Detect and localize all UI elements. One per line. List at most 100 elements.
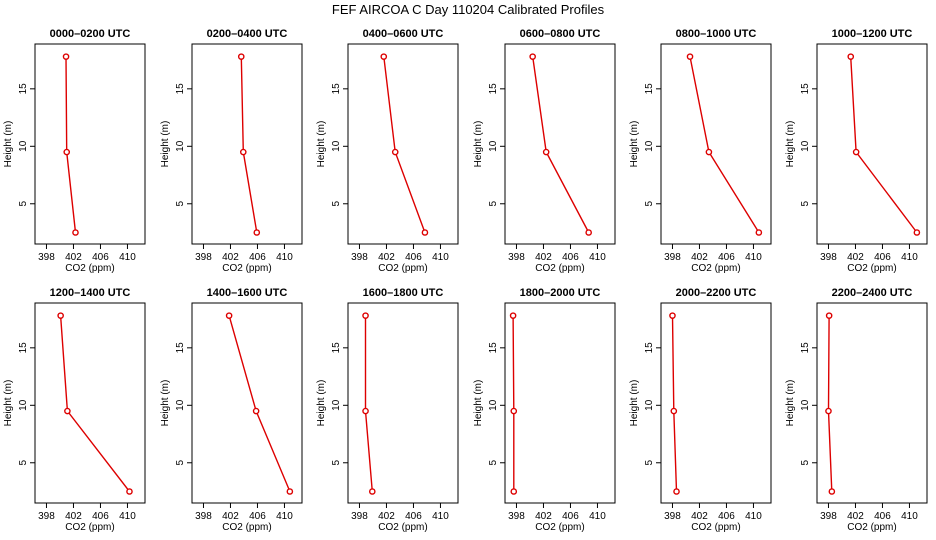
x-axis-label: CO2 (ppm): [847, 522, 896, 533]
x-tick-label: 402: [222, 511, 239, 522]
profile-panel: 1800–2000 UTC 398 402 406 410 5 10 15 CO2 (ppm) H…: [473, 287, 616, 533]
profile-line: [827, 315, 833, 492]
data-point: [529, 53, 536, 60]
x-tick-label: 406: [562, 511, 579, 522]
x-tick-label: 398: [820, 252, 837, 263]
panel-title: 1600–1800 UTC: [363, 287, 444, 299]
profile-panel: 0400–0600 UTC 398 402 406 410 5 10 15 CO2 (ppm) H…: [316, 28, 459, 274]
data-point: [57, 312, 64, 319]
plot-frame: [504, 302, 616, 504]
y-axis-label: Height (m): [473, 380, 484, 427]
x-tick-label: 398: [508, 252, 525, 263]
x-axis-label: CO2 (ppm): [222, 263, 271, 274]
x-tick-label: 398: [664, 511, 681, 522]
data-point: [380, 53, 388, 60]
y-axis-label: Height (m): [160, 121, 171, 168]
data-point: [585, 229, 592, 236]
profile-panel: 1000–1200 UTC 398 402 406 410 5 10 15 CO2 (ppm) H…: [785, 28, 928, 274]
x-tick-label: 406: [249, 511, 266, 522]
y-tick-label: 15: [331, 83, 342, 95]
panel-title: 1000–1200 UTC: [832, 28, 913, 40]
y-axis-label: Height (m): [160, 380, 171, 427]
y-tick-label: 5: [331, 201, 342, 207]
x-tick-label: 402: [378, 252, 395, 263]
y-tick-label: 15: [644, 342, 655, 354]
panel-title: 2000–2200 UTC: [676, 287, 757, 299]
data-point: [542, 148, 550, 156]
plot-frame: [191, 43, 303, 245]
x-tick-label: 410: [119, 511, 136, 522]
x-axis-label: CO2 (ppm): [535, 263, 584, 274]
panel-title: 0400–0600 UTC: [363, 28, 444, 40]
profile-line: [364, 315, 373, 492]
y-axis-label: Height (m): [473, 121, 484, 168]
y-tick-label: 5: [800, 201, 811, 207]
figure-title: FEF AIRCOA C Day 110204 Calibrated Profi…: [332, 2, 605, 17]
profile-panel: 2200–2400 UTC 398 402 406 410 5 10 15 CO2 (ppm) H…: [785, 287, 928, 533]
y-tick-label: 15: [644, 83, 655, 95]
y-tick-label: 10: [800, 399, 811, 411]
profile-panel: 1600–1800 UTC 398 402 406 410 5 10 15 CO2 (ppm) H…: [316, 287, 459, 533]
x-tick-label: 402: [222, 252, 239, 263]
profile-line: [59, 315, 131, 492]
data-point: [705, 148, 713, 156]
x-tick-label: 402: [691, 511, 708, 522]
data-point: [62, 53, 70, 60]
data-point: [237, 53, 245, 60]
panel-title: 1800–2000 UTC: [520, 287, 601, 299]
y-tick-label: 5: [800, 460, 811, 466]
y-tick-label: 10: [175, 140, 186, 152]
y-tick-label: 5: [331, 460, 342, 466]
profile-panel: 0800–1000 UTC 398 402 406 410 5 10 15 CO2 (ppm) H…: [629, 28, 772, 274]
y-tick-label: 5: [488, 460, 499, 466]
plot-frame: [347, 43, 459, 245]
data-point: [421, 229, 429, 236]
x-axis-label: CO2 (ppm): [378, 263, 427, 274]
data-point: [825, 407, 832, 415]
profile-line: [383, 56, 426, 233]
x-tick-label: 406: [874, 252, 891, 263]
data-point: [825, 312, 833, 319]
y-axis-label: Height (m): [3, 380, 14, 427]
plot-frame: [660, 43, 772, 245]
x-tick-label: 398: [351, 511, 368, 522]
plot-frame: [34, 302, 146, 504]
x-tick-label: 406: [405, 252, 422, 263]
x-tick-label: 410: [901, 252, 918, 263]
y-tick-label: 10: [331, 399, 342, 411]
y-tick-label: 15: [800, 342, 811, 354]
x-tick-label: 398: [38, 252, 55, 263]
x-tick-label: 402: [691, 252, 708, 263]
x-tick-label: 410: [432, 252, 449, 263]
data-point: [362, 407, 369, 415]
y-axis-label: Height (m): [629, 380, 640, 427]
y-tick-label: 10: [18, 399, 29, 411]
y-tick-label: 10: [644, 140, 655, 152]
data-point: [828, 488, 836, 495]
x-axis-label: CO2 (ppm): [847, 263, 896, 274]
data-point: [509, 312, 517, 319]
data-point: [510, 407, 518, 415]
x-tick-label: 398: [195, 511, 212, 522]
profile-line: [850, 56, 918, 233]
y-tick-label: 5: [488, 201, 499, 207]
profile-line: [671, 315, 678, 492]
data-point: [755, 229, 763, 236]
data-point: [510, 488, 518, 495]
y-tick-label: 5: [644, 460, 655, 466]
data-point: [673, 488, 680, 495]
x-tick-label: 410: [745, 511, 762, 522]
y-tick-label: 15: [18, 83, 29, 95]
x-axis-label: CO2 (ppm): [65, 522, 114, 533]
profile-line: [532, 56, 590, 233]
panel-title: 0800–1000 UTC: [676, 28, 757, 40]
x-tick-label: 398: [664, 252, 681, 263]
profile-panel: 1200–1400 UTC 398 402 406 410 5 10 15 CO2 (ppm) H…: [3, 287, 146, 533]
y-tick-label: 15: [488, 342, 499, 354]
panel-title: 1200–1400 UTC: [50, 287, 131, 299]
plot-frame: [816, 302, 928, 504]
x-tick-label: 398: [820, 511, 837, 522]
x-tick-label: 406: [874, 511, 891, 522]
y-tick-label: 10: [488, 140, 499, 152]
data-point: [847, 53, 855, 60]
